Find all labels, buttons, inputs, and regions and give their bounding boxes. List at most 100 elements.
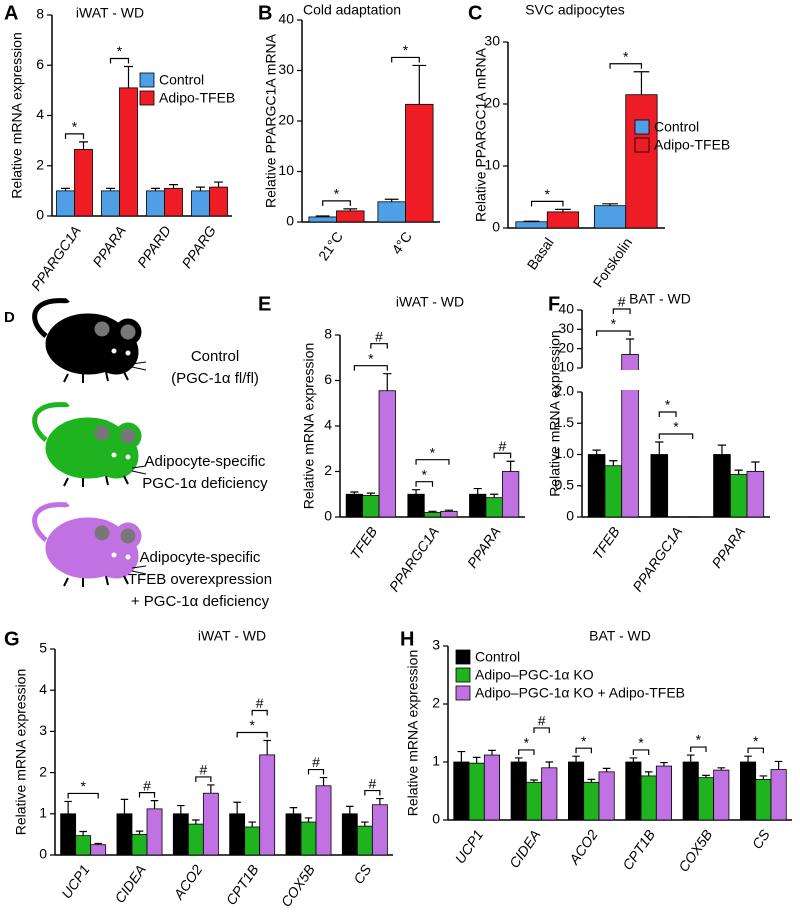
diagram-label: Adipocyte-specific bbox=[140, 549, 261, 566]
legend-swatch bbox=[139, 90, 155, 106]
bar bbox=[483, 754, 500, 821]
significance-label: * bbox=[581, 733, 587, 749]
error-bar bbox=[702, 774, 710, 778]
y-tick-label: 1 bbox=[432, 753, 440, 769]
bar bbox=[131, 834, 148, 856]
bar bbox=[101, 190, 120, 217]
mouse-icon bbox=[35, 300, 146, 383]
error-bar bbox=[514, 757, 523, 762]
bar bbox=[119, 87, 138, 217]
bar bbox=[60, 813, 77, 856]
bar bbox=[468, 762, 485, 821]
y-tick-label: 3 bbox=[432, 637, 440, 653]
y-tick-label: 4 bbox=[39, 681, 47, 697]
diagram: D Control (PGC-1α fl/fl) Adipocyte-speci… bbox=[4, 300, 272, 610]
bar bbox=[308, 216, 337, 223]
significance-label: * bbox=[545, 186, 551, 202]
bar bbox=[713, 454, 731, 518]
chart-title: iWAT - WD bbox=[76, 5, 144, 21]
bar bbox=[423, 512, 442, 518]
y-tick-label: 10 bbox=[558, 359, 574, 375]
significance-label: * bbox=[80, 778, 86, 794]
significance-label: * bbox=[665, 397, 671, 413]
y-axis-label: Relative mRNA expression bbox=[405, 650, 421, 817]
error-bar bbox=[289, 807, 298, 814]
error-bar bbox=[94, 842, 102, 845]
diagram-label: Control bbox=[191, 348, 239, 365]
error-bar bbox=[572, 755, 580, 762]
y-tick-label: 8 bbox=[324, 326, 332, 342]
significance-label: * bbox=[117, 43, 123, 59]
significance-bracket bbox=[251, 709, 268, 716]
significance-label: * bbox=[623, 48, 629, 64]
bar bbox=[146, 808, 163, 856]
significance-bracket bbox=[612, 308, 631, 314]
significance-label: * bbox=[249, 717, 255, 733]
y-tick-label: 4 bbox=[36, 106, 44, 122]
significance-label: * bbox=[72, 119, 78, 135]
error-bar bbox=[350, 491, 359, 495]
error-bar bbox=[602, 203, 618, 206]
legend-label: Control bbox=[475, 649, 520, 665]
y-tick-label: 20 bbox=[278, 112, 294, 128]
bar bbox=[485, 497, 503, 518]
y-tick-label: 3 bbox=[39, 722, 47, 738]
significance-label: * bbox=[403, 42, 409, 58]
significance-bracket bbox=[370, 343, 388, 349]
bar bbox=[568, 761, 585, 821]
bar bbox=[650, 454, 669, 518]
error-bar bbox=[346, 805, 354, 814]
bar bbox=[625, 94, 658, 229]
bar bbox=[746, 470, 765, 518]
legend-label: Adipo-TFEB bbox=[159, 90, 235, 106]
significance-bracket bbox=[690, 746, 707, 753]
significance-label: # bbox=[538, 713, 546, 729]
x-tick-label: 21°C bbox=[315, 229, 346, 264]
error-bar bbox=[61, 187, 70, 191]
x-tick-label: PPARG bbox=[178, 223, 219, 272]
bar bbox=[713, 769, 730, 821]
y-tick-label: 1.0 bbox=[555, 445, 575, 461]
y-tick-label: 2.0 bbox=[555, 383, 575, 399]
significance-bracket bbox=[364, 789, 381, 796]
x-tick-label: PPARGC1A bbox=[28, 223, 84, 294]
bar bbox=[740, 761, 757, 821]
y-tick-label: 6 bbox=[324, 371, 332, 387]
error-bar bbox=[315, 215, 330, 217]
error-bar bbox=[592, 449, 601, 455]
significance-bracket bbox=[493, 452, 512, 459]
error-bar bbox=[686, 754, 695, 762]
significance-label: # bbox=[199, 762, 207, 778]
bar bbox=[405, 103, 434, 223]
panel-letter: E bbox=[258, 293, 271, 315]
y-tick-label: 20 bbox=[484, 95, 500, 111]
y-tick-label: 30 bbox=[484, 33, 500, 49]
bar bbox=[625, 761, 642, 821]
error-bar bbox=[717, 767, 726, 771]
significance-label: # bbox=[256, 695, 264, 711]
chart-title: BAT - WD bbox=[589, 628, 651, 644]
y-tick-label: 0 bbox=[492, 219, 500, 235]
bar bbox=[371, 804, 388, 856]
y-axis-label: Relative PPARGC1A mRNA bbox=[263, 33, 279, 208]
panel-letter: D bbox=[4, 309, 15, 326]
bar bbox=[202, 792, 219, 856]
significance-bracket bbox=[307, 768, 325, 775]
error-bar bbox=[759, 775, 768, 780]
panel-letter: F bbox=[548, 293, 560, 315]
x-tick-label: PPARGC1A bbox=[386, 524, 442, 595]
error-bar bbox=[629, 757, 638, 762]
x-tick-label: CIDEA bbox=[506, 827, 544, 871]
legend-swatch bbox=[455, 649, 471, 665]
panel-letter: A bbox=[4, 2, 18, 24]
error-bar bbox=[457, 750, 466, 762]
significance-label: * bbox=[368, 350, 374, 366]
significance-bracket bbox=[530, 200, 564, 207]
significance-label: # bbox=[143, 777, 151, 793]
error-bar bbox=[361, 821, 369, 827]
significance-label: * bbox=[673, 419, 679, 435]
error-bar bbox=[660, 761, 668, 767]
chart-title: iWAT - WD bbox=[198, 628, 266, 644]
significance-label: * bbox=[422, 466, 428, 482]
